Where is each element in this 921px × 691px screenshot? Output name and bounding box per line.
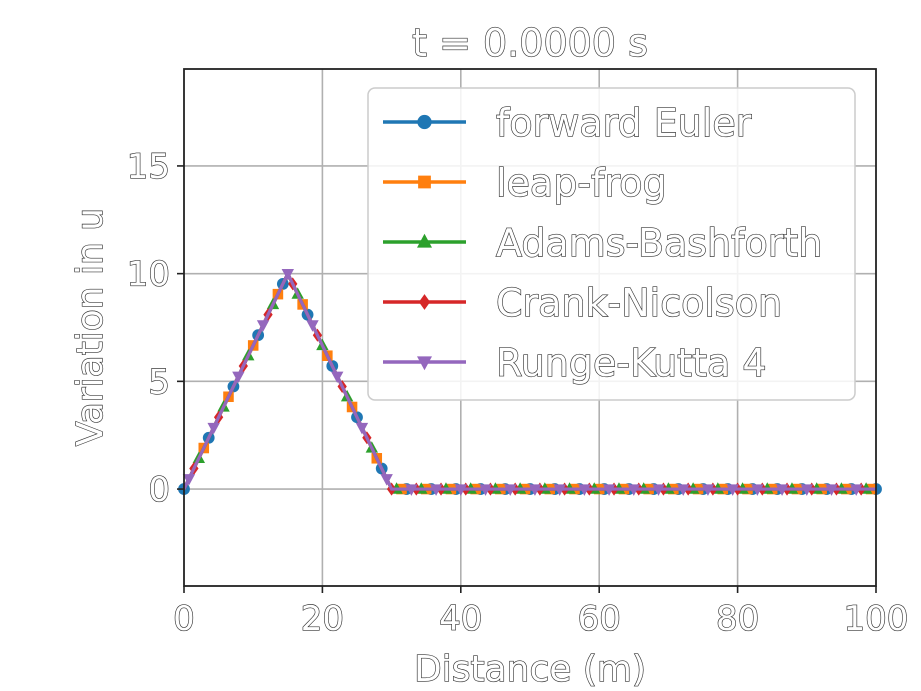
data-point bbox=[504, 484, 517, 496]
data-point bbox=[553, 484, 566, 496]
data-point bbox=[528, 484, 542, 496]
data-point bbox=[627, 484, 640, 496]
data-point bbox=[182, 474, 196, 486]
x-tick-label: 20 bbox=[301, 599, 344, 639]
y-tick-label: 5 bbox=[148, 362, 170, 402]
data-point bbox=[429, 484, 443, 496]
data-point bbox=[775, 484, 789, 496]
legend-marker bbox=[418, 294, 431, 310]
x-tick-label: 40 bbox=[439, 599, 482, 639]
x-tick-label: 80 bbox=[716, 599, 759, 639]
x-tick-label: 0 bbox=[173, 599, 195, 639]
y-tick-label: 10 bbox=[127, 255, 170, 295]
data-point bbox=[800, 484, 813, 496]
x-axis-label: Distance (m) bbox=[414, 649, 646, 690]
legend-box bbox=[367, 87, 856, 401]
data-point bbox=[331, 371, 344, 384]
data-point bbox=[726, 484, 739, 496]
data-point bbox=[677, 484, 690, 496]
data-point bbox=[405, 484, 418, 496]
legend-marker bbox=[417, 114, 432, 130]
chart-title: t = 0.0000 s bbox=[412, 21, 648, 65]
legend: forward Euler leap-frog Adams-Bashforth Cra… bbox=[367, 87, 856, 401]
data-point bbox=[578, 484, 591, 496]
series-layer bbox=[178, 268, 882, 496]
legend-marker bbox=[417, 233, 432, 248]
data-point bbox=[454, 484, 467, 496]
data-point bbox=[380, 474, 393, 486]
legend-marker bbox=[418, 175, 431, 189]
data-point bbox=[850, 484, 863, 496]
data-point bbox=[825, 484, 838, 496]
data-point bbox=[232, 371, 245, 384]
ticks: 0 20 40 60 80 100 0 5 10 15 bbox=[126, 146, 909, 639]
data-point bbox=[602, 484, 616, 496]
data-point bbox=[701, 484, 715, 496]
data-point bbox=[751, 484, 764, 496]
y-tick-label: 15 bbox=[127, 147, 170, 187]
data-point bbox=[256, 320, 270, 332]
data-point bbox=[355, 422, 369, 435]
y-tick-label: 0 bbox=[148, 470, 170, 510]
data-point bbox=[207, 422, 220, 435]
data-point bbox=[281, 268, 294, 281]
data-point bbox=[479, 484, 492, 496]
y-axis-label: Variation in u bbox=[70, 208, 111, 446]
axes-frame bbox=[183, 68, 877, 587]
x-tick-label: 60 bbox=[578, 599, 621, 639]
series-4 bbox=[182, 268, 876, 496]
legend-label: leap-frog bbox=[496, 161, 667, 205]
x-tick-label: 100 bbox=[844, 599, 909, 639]
legend-label: forward Euler bbox=[496, 101, 752, 145]
legend-marker bbox=[417, 356, 432, 371]
legend-label: Crank-Nicolson bbox=[496, 281, 782, 325]
legend-label: Adams-Bashforth bbox=[496, 221, 822, 265]
data-point bbox=[652, 484, 665, 496]
legend-label: Runge-Kutta 4 bbox=[496, 341, 767, 385]
data-point bbox=[306, 320, 319, 332]
